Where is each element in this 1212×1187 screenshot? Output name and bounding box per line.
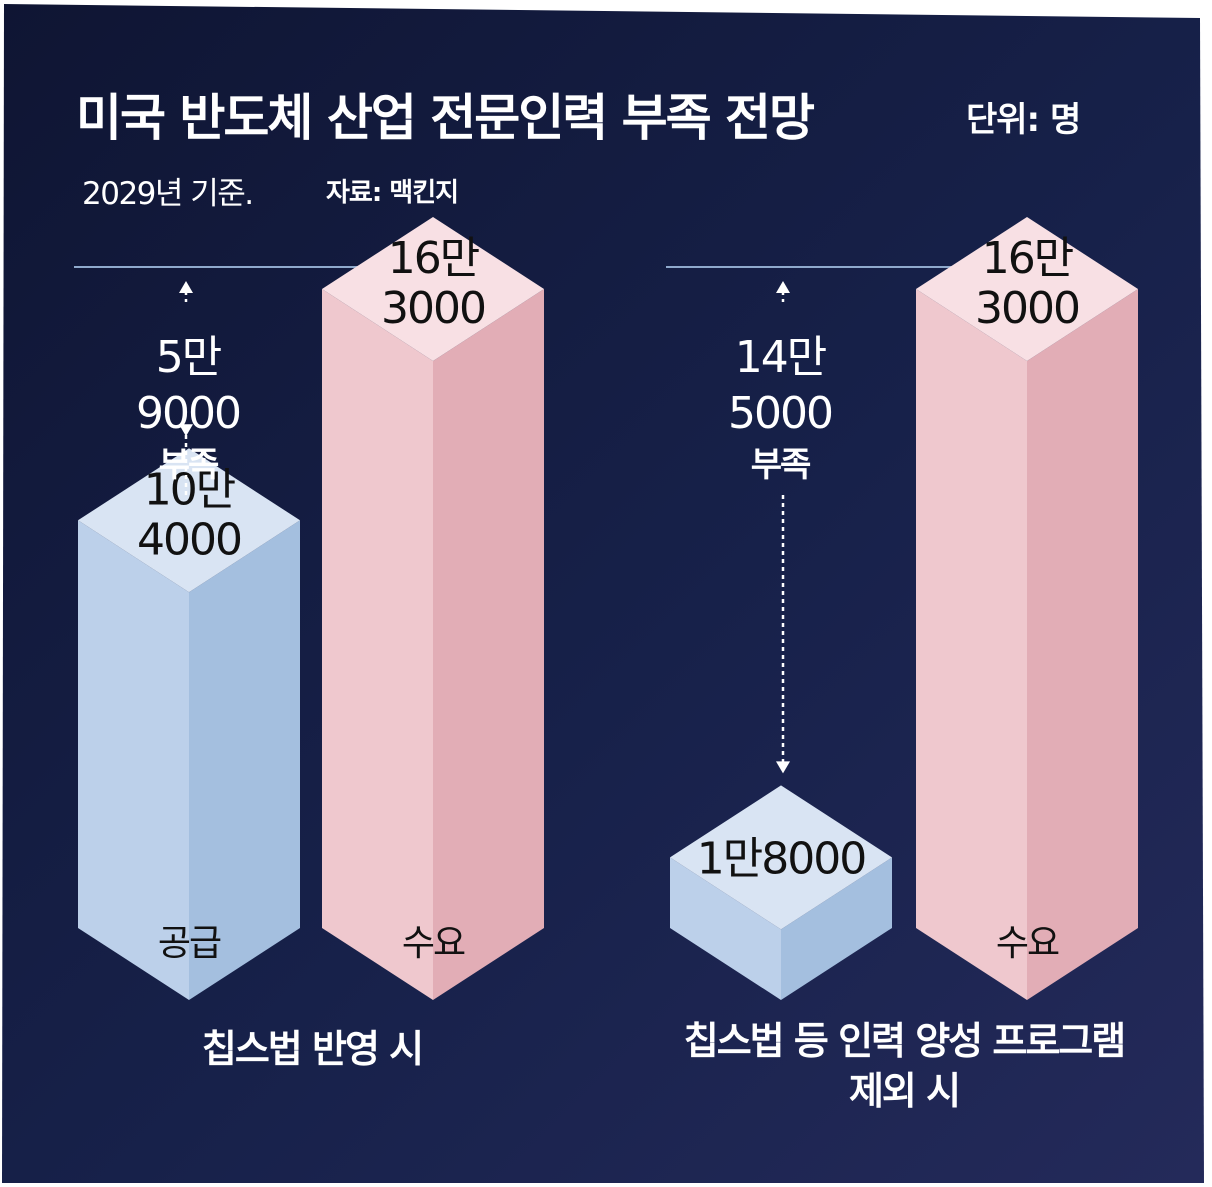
source-label: 자료: 맥킨지 xyxy=(326,178,459,208)
panel-title: 칩스법 반영 시 xyxy=(202,1027,422,1071)
demand-bar-value-label-line2: 3000 xyxy=(975,283,1079,334)
panel-title-line1: 칩스법 등 인력 양성 프로그램 xyxy=(684,1019,1124,1063)
gap-label-line3: 부족 xyxy=(159,445,219,485)
demand-bar-value-label-line2: 3000 xyxy=(381,283,485,334)
background-panel xyxy=(2,4,1204,1183)
demand-bar-category-label: 수요 xyxy=(996,923,1059,964)
supply-bar-value-label: 1만8000 xyxy=(697,833,865,884)
supply-bar-front-face xyxy=(78,520,189,1000)
unit-label: 단위: 명 xyxy=(966,100,1081,140)
gap-label-line3: 부족 xyxy=(751,445,811,485)
gap-label-line1: 14만 xyxy=(735,332,826,383)
supply-bar-side-face xyxy=(189,520,300,1000)
demand-bar-front-face xyxy=(916,289,1027,1000)
supply-bar-top-face xyxy=(670,785,892,930)
demand-bar-front-face xyxy=(322,289,433,1000)
supply-bar-top-face xyxy=(78,448,300,593)
gap-label-line2: 9000 xyxy=(136,388,240,439)
page-title: 미국 반도체 산업 전문인력 부족 전망 xyxy=(76,89,815,147)
demand-bar-top-face xyxy=(322,217,544,361)
gap-label-line2: 5000 xyxy=(728,388,832,439)
gap-arrowhead-down xyxy=(179,424,193,437)
demand-bar-top-face xyxy=(916,217,1138,361)
supply-bar-side-face xyxy=(781,857,892,1000)
supply-bar-value-label-line1: 10만 xyxy=(144,464,235,515)
supply-bar-value-label-line2: 4000 xyxy=(137,514,241,565)
gap-arrowhead-up xyxy=(776,281,790,293)
demand-bar-value-label-line1: 16만 xyxy=(982,233,1073,284)
demand-bar-category-label: 수요 xyxy=(402,923,465,964)
gap-arrowhead-up xyxy=(179,281,193,293)
gap-label-line1: 5만 xyxy=(156,332,221,383)
demand-bar-side-face xyxy=(433,289,544,1000)
demand-bar-side-face xyxy=(1027,289,1138,1000)
panel-title-line2: 제외 시 xyxy=(849,1069,959,1113)
supply-bar-front-face xyxy=(670,857,781,1000)
subtitle: 2029년 기준. xyxy=(82,176,254,212)
demand-bar-value-label-line1: 16만 xyxy=(388,233,479,284)
supply-bar-category-label: 공급 xyxy=(158,923,221,964)
gap-arrowhead-down xyxy=(776,761,790,774)
